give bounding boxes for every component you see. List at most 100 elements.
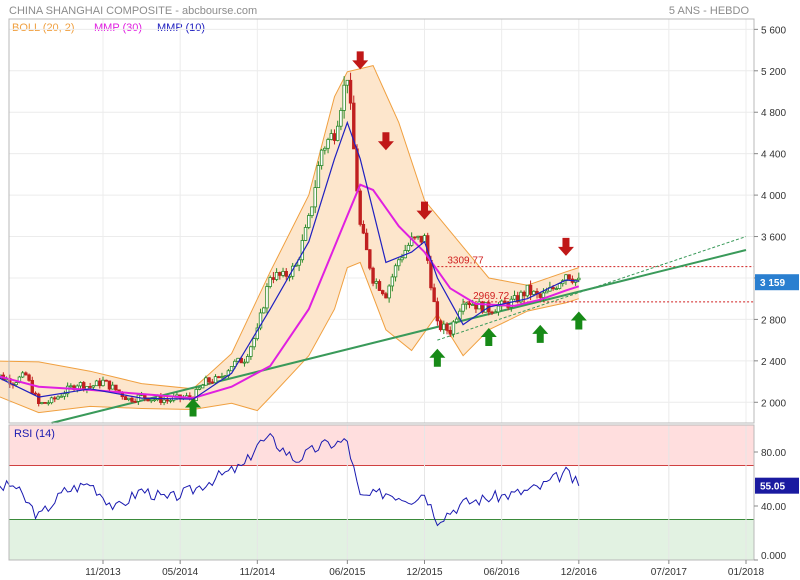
candle-body [577, 277, 581, 281]
price-tick-label: 4 800 [761, 108, 786, 119]
last-price-badge: 3 159 [755, 274, 799, 291]
candle-body [262, 307, 266, 314]
candle-body [352, 102, 356, 150]
candle-body [245, 356, 250, 363]
time-tick-label: 06/2015 [329, 567, 366, 578]
candle-body [567, 274, 571, 280]
last-rsi-label: 55.05 [760, 482, 785, 493]
candle-body [43, 402, 47, 404]
candle-body [516, 295, 520, 303]
candle-body [519, 291, 523, 303]
arrow-down-icon [416, 201, 433, 220]
candle-body [33, 392, 38, 395]
rsi-bands [9, 425, 754, 560]
candle-body [323, 147, 327, 151]
candle-body [210, 381, 215, 384]
legend-mmp30: MMP (30) [94, 22, 142, 34]
candle-body [377, 281, 382, 291]
candle-body [98, 380, 102, 387]
time-tick-label: 05/2014 [162, 567, 199, 578]
candle-body [332, 133, 337, 141]
candle-body [544, 290, 549, 294]
candle-body [281, 271, 285, 276]
candle-body [528, 284, 533, 295]
candle-body [554, 288, 559, 290]
candle-body [78, 382, 83, 387]
candle-body [258, 312, 263, 329]
candle-body [490, 311, 494, 314]
candle-body [390, 276, 395, 287]
candle-body [252, 338, 256, 348]
legend-mmp10: MMP (10) [157, 22, 205, 34]
candle-body [413, 236, 417, 239]
candle-body [313, 187, 317, 208]
price-panel: 3309.77 2969.72 5 600 5 200 4 800 4 400 4 000… [0, 18, 799, 424]
candle-body [419, 235, 423, 243]
trendline-support [51, 249, 747, 424]
candle-body [364, 232, 369, 251]
price-tick-label: 5 600 [761, 25, 786, 36]
candle-body [416, 235, 420, 238]
arrow-down-icon [352, 51, 369, 70]
candle-body [355, 148, 359, 192]
candle-body [509, 298, 514, 308]
candle-body [165, 399, 169, 402]
time-tick-label: 07/2017 [651, 567, 688, 578]
candle-body [387, 285, 391, 299]
last-price-label: 3 159 [760, 278, 785, 289]
candle-body [104, 379, 108, 382]
candle-body [406, 244, 411, 251]
candle-body [467, 302, 472, 306]
candle-body [400, 257, 404, 261]
candle-body [82, 382, 86, 390]
price-tick-label: 4 000 [761, 191, 786, 202]
candle-body [123, 396, 128, 401]
candle-body [194, 388, 198, 401]
candle-body [368, 249, 372, 269]
candle-body [91, 385, 96, 388]
candle-body [278, 272, 282, 276]
candle-body [307, 215, 311, 228]
candle-body [30, 379, 34, 394]
arrow-up-icon [429, 348, 446, 367]
candle-body [442, 323, 446, 331]
rsi-line [0, 432, 580, 527]
candle-body [56, 396, 60, 400]
candle-body [461, 303, 465, 312]
price-tick-label: 5 200 [761, 67, 786, 78]
candle-body [24, 372, 28, 376]
candle-body [27, 374, 31, 381]
bollinger-band [0, 65, 579, 413]
candle-body [114, 384, 118, 391]
price-tick-label: 2 000 [761, 398, 786, 409]
candle-body [14, 382, 18, 386]
legend-boll: BOLL (20, 2) [12, 22, 75, 34]
candle-body [69, 385, 73, 388]
candle-body [316, 165, 321, 189]
candle-body [229, 366, 234, 372]
rsi-panel: RSI (14) 80.00 40.00 0.000 55.05 [0, 424, 799, 562]
candle-body [503, 300, 507, 304]
candle-body [213, 376, 218, 384]
candle-body [94, 380, 99, 387]
candle-body [451, 321, 456, 335]
candle-body [326, 139, 330, 149]
candle-body [342, 84, 346, 111]
candle-body [445, 323, 449, 331]
rsi-axis-ticks: 80.00 40.00 0.000 [754, 448, 786, 562]
price-tick-label: 3 600 [761, 233, 786, 244]
candle-body [493, 311, 497, 314]
time-tick-label: 12/2015 [406, 567, 443, 578]
candle-body [59, 395, 63, 398]
candle-body [133, 400, 137, 403]
candle-body [393, 265, 398, 278]
candle-body [483, 302, 488, 313]
arrow-up-icon [570, 311, 587, 330]
candle-body [339, 110, 343, 127]
candle-body [397, 259, 401, 267]
arrow-up-icon [480, 328, 497, 347]
arrow-down-icon [557, 237, 574, 256]
candle-body [438, 320, 443, 331]
signal-arrows [185, 51, 587, 417]
candle-body [541, 292, 546, 298]
